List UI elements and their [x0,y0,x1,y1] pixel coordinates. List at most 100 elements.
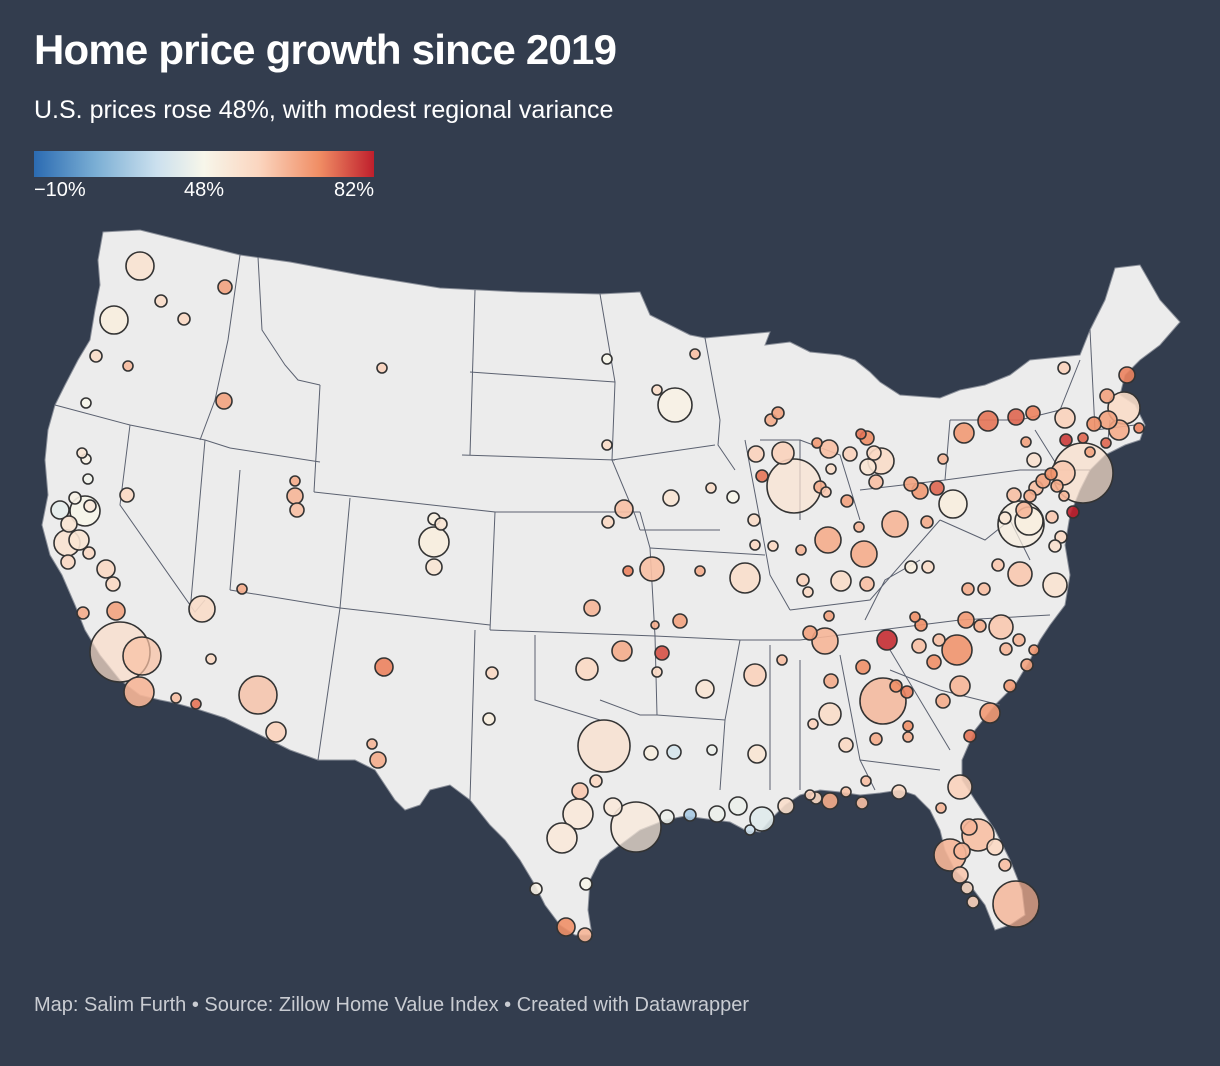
city-bubble[interactable] [694,565,706,577]
city-bubble[interactable] [1007,561,1033,587]
city-bubble[interactable] [802,586,814,598]
city-bubble[interactable] [747,445,765,463]
city-bubble[interactable] [876,629,898,651]
city-bubble[interactable] [951,866,969,884]
city-bubble[interactable] [1003,679,1017,693]
city-bubble[interactable] [205,653,217,665]
city-bubble[interactable] [125,251,155,281]
city-bubble[interactable] [766,458,822,514]
city-bubble[interactable] [1020,658,1034,672]
city-bubble[interactable] [96,559,116,579]
city-bubble[interactable] [953,842,971,860]
city-bubble[interactable] [571,782,589,800]
city-bubble[interactable] [418,526,450,558]
city-bubble[interactable] [76,447,88,459]
city-bubble[interactable] [123,676,155,708]
city-bubble[interactable] [683,808,697,822]
city-bubble[interactable] [977,410,999,432]
city-bubble[interactable] [1042,572,1068,598]
city-bubble[interactable] [589,774,603,788]
city-bubble[interactable] [960,881,974,895]
city-bubble[interactable] [819,439,839,459]
city-bubble[interactable] [992,880,1040,928]
city-bubble[interactable] [622,565,634,577]
city-bubble[interactable] [988,614,1014,640]
city-bubble[interactable] [82,473,94,485]
city-bubble[interactable] [1059,433,1073,447]
city-bubble[interactable] [705,482,717,494]
city-bubble[interactable] [529,882,543,896]
city-bubble[interactable] [122,636,162,676]
city-bubble[interactable] [575,657,599,681]
city-bubble[interactable] [651,666,663,678]
city-bubble[interactable] [821,792,839,810]
city-bubble[interactable] [289,475,301,487]
city-bubble[interactable] [966,895,980,909]
city-bubble[interactable] [482,712,496,726]
city-bubble[interactable] [657,387,693,423]
city-bubble[interactable] [177,312,191,326]
city-bubble[interactable] [265,721,287,743]
city-bubble[interactable] [1044,467,1058,481]
city-bubble[interactable] [811,437,823,449]
city-bubble[interactable] [953,422,975,444]
city-bubble[interactable] [1098,410,1118,430]
city-bubble[interactable] [654,645,670,661]
city-bubble[interactable] [811,627,839,655]
city-bubble[interactable] [651,384,663,396]
city-bubble[interactable] [866,445,882,461]
city-bubble[interactable] [60,554,76,570]
city-bubble[interactable] [776,654,788,666]
city-bubble[interactable] [891,784,907,800]
city-bubble[interactable] [1057,361,1071,375]
city-bubble[interactable] [1054,407,1076,429]
city-bubble[interactable] [941,634,973,666]
city-bubble[interactable] [830,570,852,592]
city-bubble[interactable] [973,619,987,633]
city-bubble[interactable] [729,562,761,594]
city-bubble[interactable] [855,796,869,810]
city-bubble[interactable] [802,625,818,641]
city-bubble[interactable] [823,673,839,689]
city-bubble[interactable] [614,499,634,519]
city-bubble[interactable] [583,599,601,617]
us-bubble-map[interactable] [0,220,1220,960]
city-bubble[interactable] [706,744,718,756]
city-bubble[interactable] [80,397,92,409]
city-bubble[interactable] [749,539,761,551]
city-bubble[interactable] [68,529,90,551]
city-bubble[interactable] [999,642,1013,656]
city-bubble[interactable] [777,797,795,815]
city-bubble[interactable] [286,487,304,505]
city-bubble[interactable] [744,824,756,836]
city-bubble[interactable] [963,729,977,743]
city-bubble[interactable] [921,560,935,574]
city-bubble[interactable] [188,595,216,623]
city-bubble[interactable] [662,489,680,507]
city-bubble[interactable] [868,474,884,490]
city-bubble[interactable] [577,927,593,943]
city-bubble[interactable] [374,657,394,677]
city-bubble[interactable] [106,601,126,621]
city-bubble[interactable] [76,606,90,620]
city-bubble[interactable] [695,679,715,699]
city-bubble[interactable] [611,640,633,662]
city-bubble[interactable] [1023,489,1037,503]
city-bubble[interactable] [859,458,877,476]
city-bubble[interactable] [369,751,387,769]
city-bubble[interactable] [1025,405,1041,421]
city-bubble[interactable] [796,573,810,587]
city-bubble[interactable] [771,406,785,420]
city-bubble[interactable] [807,718,819,730]
city-bubble[interactable] [998,858,1012,872]
city-bubble[interactable] [903,476,919,492]
city-bubble[interactable] [747,744,767,764]
city-bubble[interactable] [937,453,949,465]
city-bubble[interactable] [639,556,665,582]
city-bubble[interactable] [726,490,740,504]
city-bubble[interactable] [68,491,82,505]
city-bubble[interactable] [961,582,975,596]
city-bubble[interactable] [376,362,388,374]
city-bubble[interactable] [840,786,852,798]
city-bubble[interactable] [904,560,918,574]
